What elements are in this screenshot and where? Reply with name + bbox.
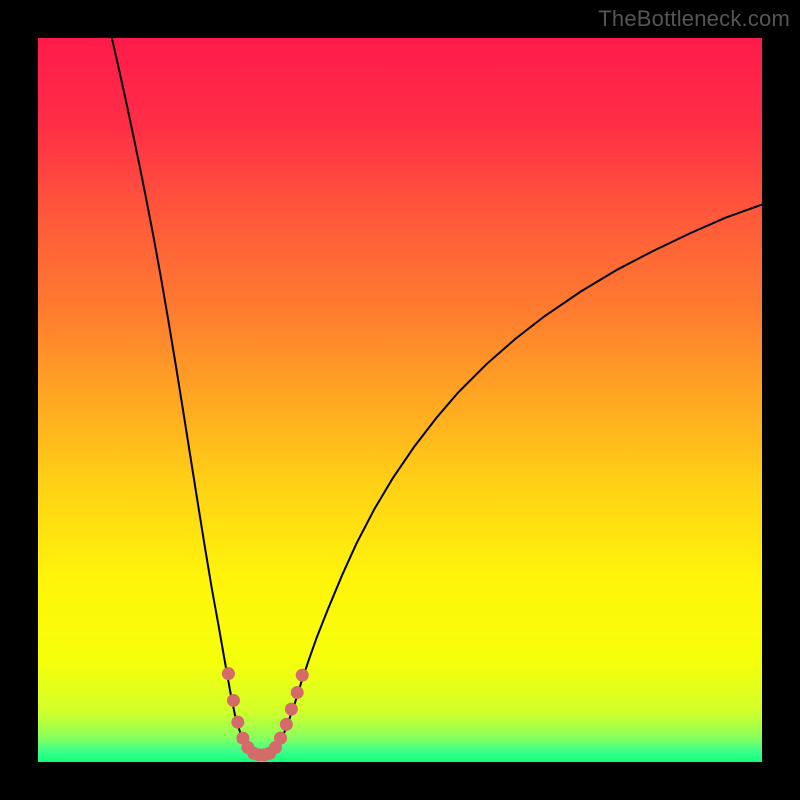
- bottleneck-chart: [38, 38, 762, 762]
- chart-plot-area: [38, 38, 762, 762]
- watermark-text: TheBottleneck.com: [598, 6, 790, 32]
- heatmap-background: [38, 38, 762, 762]
